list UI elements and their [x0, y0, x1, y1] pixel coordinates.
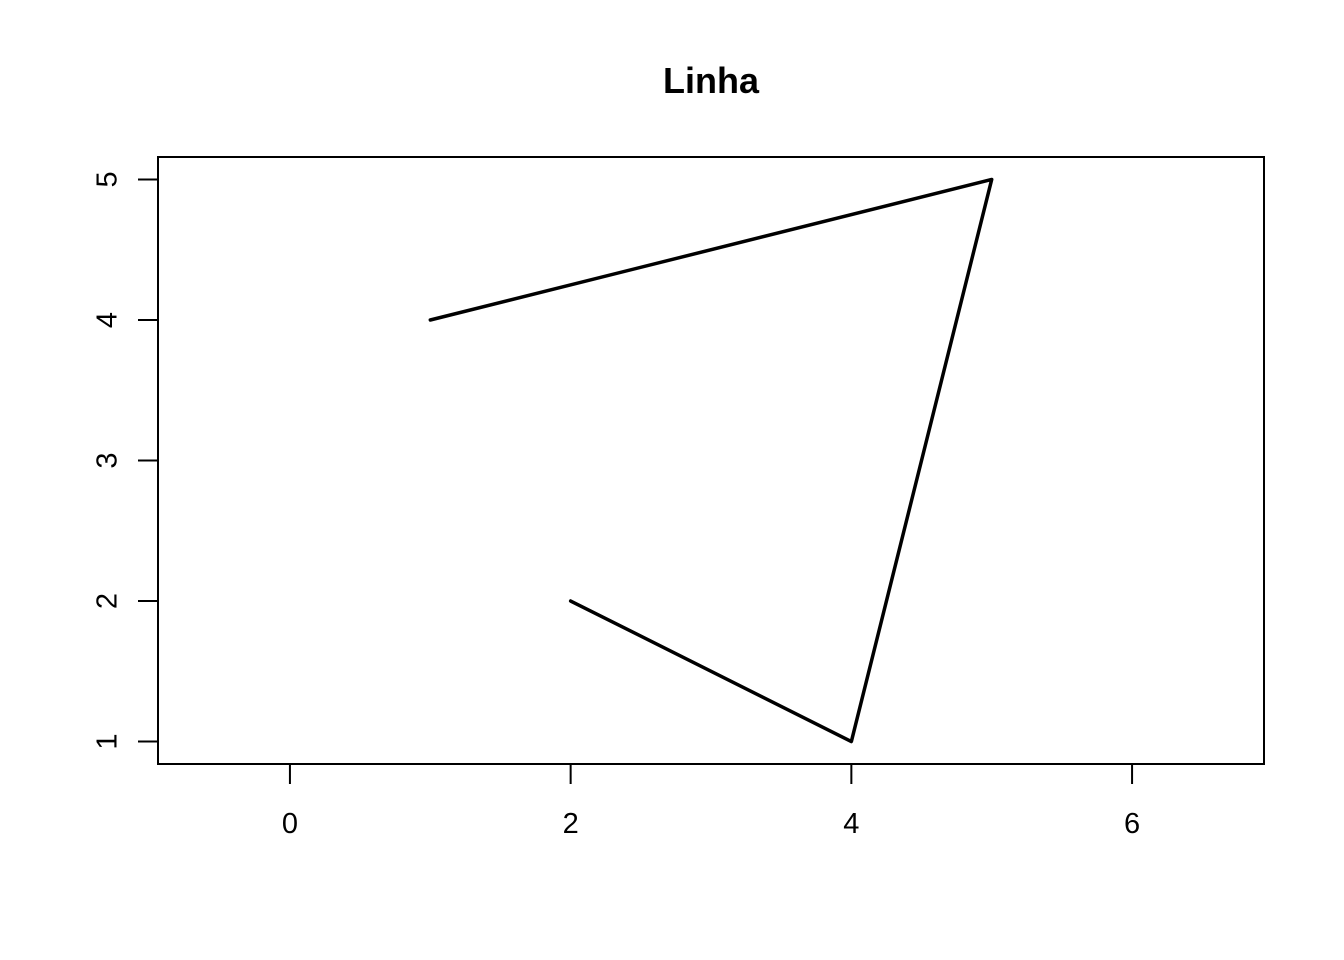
- x-tick-label: 6: [1124, 808, 1140, 840]
- chart-title: Linha: [663, 60, 760, 101]
- y-tick-label: 4: [92, 312, 124, 328]
- x-tick-label: 4: [843, 808, 859, 840]
- x-tick-label: 0: [282, 808, 298, 840]
- series-layer: [428, 177, 994, 744]
- y-axis: 1 2 3 4 5: [92, 171, 159, 750]
- y-tick-label: 1: [92, 733, 124, 749]
- y-tick-label: 3: [92, 452, 124, 468]
- y-tick-label: 5: [92, 171, 124, 187]
- x-axis: 0 2 4 6: [282, 763, 1140, 840]
- series-line: [428, 177, 994, 744]
- x-tick-label: 2: [563, 808, 579, 840]
- y-tick-label: 2: [92, 593, 124, 609]
